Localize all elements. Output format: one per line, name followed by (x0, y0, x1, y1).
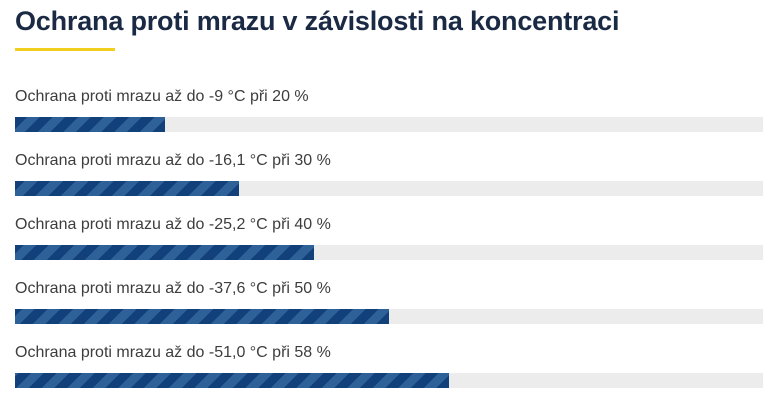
concentration-row: Ochrana proti mrazu až do -25,2 °C při 4… (15, 215, 763, 279)
progress-track (15, 245, 763, 260)
row-label: Ochrana proti mrazu až do -51,0 °C při 5… (15, 344, 331, 361)
concentration-row: Ochrana proti mrazu až do -37,6 °C při 5… (15, 279, 763, 343)
progress-track (15, 181, 763, 196)
progress-fill (15, 117, 165, 132)
title-underline (15, 48, 115, 51)
concentration-list: Ochrana proti mrazu až do -9 °C při 20 %… (15, 87, 763, 407)
page-title: Ochrana proti mrazu v závislosti na konc… (15, 6, 620, 36)
row-label: Ochrana proti mrazu až do -25,2 °C při 4… (15, 216, 331, 233)
row-label: Ochrana proti mrazu až do -16,1 °C při 3… (15, 152, 331, 169)
progress-fill (15, 181, 240, 196)
progress-track (15, 309, 763, 324)
progress-track (15, 117, 763, 132)
concentration-row: Ochrana proti mrazu až do -51,0 °C při 5… (15, 343, 763, 407)
concentration-row: Ochrana proti mrazu až do -9 °C při 20 % (15, 87, 763, 151)
concentration-row: Ochrana proti mrazu až do -16,1 °C při 3… (15, 151, 763, 215)
row-label: Ochrana proti mrazu až do -9 °C při 20 % (15, 88, 309, 105)
row-label: Ochrana proti mrazu až do -37,6 °C při 5… (15, 280, 331, 297)
progress-track (15, 373, 763, 388)
progress-fill (15, 373, 449, 388)
progress-fill (15, 309, 389, 324)
frost-protection-panel: Ochrana proti mrazu v závislosti na konc… (15, 0, 763, 407)
progress-fill (15, 245, 315, 260)
